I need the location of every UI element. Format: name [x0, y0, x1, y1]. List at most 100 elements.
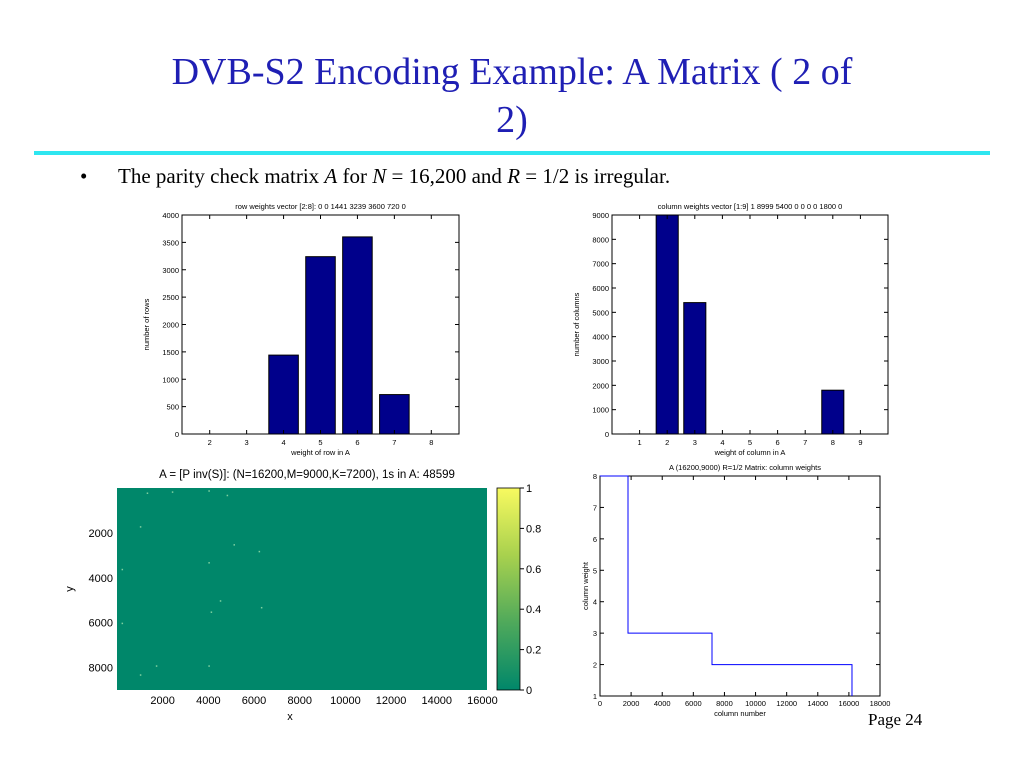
slide-title-line1: DVB-S2 Encoding Example: A Matrix ( 2 of — [171, 51, 853, 93]
colorbar-tick-label: 0.6 — [526, 564, 541, 576]
chart-title: A (16200,9000) R=1/2 Matrix: column weig… — [669, 463, 821, 472]
x-tick-label: 4 — [281, 438, 285, 447]
matrix-nonzero-point — [208, 562, 210, 564]
y-tick-label: 500 — [166, 403, 179, 412]
x-tick-label: 0 — [598, 699, 602, 708]
chart-title: A = [P inv(S)]: (N=16200,M=9000,K=7200),… — [159, 469, 455, 481]
matrix-nonzero-point — [146, 492, 149, 494]
bullet-dot: • — [80, 164, 88, 188]
y-tick-label: 2500 — [162, 293, 179, 302]
matrix-nonzero-point — [226, 494, 229, 497]
x-axis-label: weight of row in A — [290, 448, 350, 457]
x-tick-label: 5 — [318, 438, 322, 447]
matrix-nonzero-point — [260, 606, 263, 609]
bullet-var-r: R — [507, 164, 521, 188]
chart-title: row weights vector [2:8]: 0 0 1441 3239 … — [235, 202, 406, 211]
y-tick-label: 1500 — [162, 348, 179, 357]
x-tick-label: 2000 — [150, 695, 174, 707]
x-tick-label: 6 — [355, 438, 359, 447]
y-axis-label: column weight — [581, 561, 590, 610]
matrix-nonzero-point — [171, 491, 174, 493]
y-tick-label: 4000 — [592, 333, 609, 342]
x-tick-label: 6000 — [242, 695, 266, 707]
y-axis-label: y — [64, 586, 76, 592]
x-tick-label: 4 — [720, 438, 724, 447]
matrix-nonzero-point — [139, 674, 142, 676]
colorbar-tick-label: 0.8 — [526, 523, 541, 535]
y-tick-label: 4000 — [89, 573, 113, 585]
bar — [655, 214, 679, 435]
y-tick-label: 7 — [593, 503, 597, 512]
x-tick-label: 12000 — [776, 699, 797, 708]
y-axis-label: number of rows — [142, 298, 151, 350]
y-tick-label: 9000 — [592, 211, 609, 220]
x-axis-label: weight of column in A — [714, 448, 786, 457]
x-tick-label: 8000 — [287, 695, 311, 707]
bar — [305, 256, 336, 435]
x-tick-label: 14000 — [807, 699, 828, 708]
x-tick-label: 16000 — [467, 695, 498, 707]
y-tick-label: 3000 — [162, 266, 179, 275]
y-tick-label: 1000 — [162, 375, 179, 384]
slide-title: DVB-S2 Encoding Example: A Matrix ( 2 of… — [60, 48, 964, 144]
y-tick-label: 4 — [593, 598, 597, 607]
matrix-nonzero-point — [208, 665, 210, 667]
y-tick-label: 8000 — [89, 663, 113, 675]
x-axis-label: x — [287, 711, 293, 723]
x-tick-label: 1 — [638, 438, 642, 447]
bullet-part: The parity check matrix — [118, 164, 325, 188]
y-tick-label: 6000 — [89, 618, 113, 630]
y-tick-label: 7000 — [592, 260, 609, 269]
bar — [683, 302, 707, 435]
x-tick-label: 3 — [245, 438, 249, 447]
x-tick-label: 4000 — [654, 699, 671, 708]
matrix-nonzero-point — [155, 665, 158, 667]
y-tick-label: 5000 — [592, 308, 609, 317]
y-tick-label: 6 — [593, 535, 597, 544]
colorbar-tick-label: 1 — [526, 483, 532, 495]
x-tick-label: 6000 — [685, 699, 702, 708]
y-tick-label: 4000 — [162, 211, 179, 220]
y-tick-label: 6000 — [592, 284, 609, 293]
y-tick-label: 8000 — [592, 235, 609, 244]
x-axis-label: column number — [714, 709, 766, 718]
matrix-image — [117, 488, 487, 690]
matrix-nonzero-point — [121, 568, 124, 571]
colorbar — [496, 487, 521, 691]
bar — [342, 236, 373, 435]
matrix-nonzero-point — [219, 600, 222, 602]
x-tick-label: 8 — [831, 438, 835, 447]
matrix-nonzero-point — [121, 622, 124, 625]
bar — [821, 389, 845, 435]
chart-title: column weights vector [1:9] 1 8999 5400 … — [658, 202, 843, 211]
bullet-var-n: N — [372, 164, 387, 188]
x-tick-label: 4000 — [196, 695, 220, 707]
y-tick-label: 3000 — [592, 357, 609, 366]
colorbar-tick-label: 0 — [526, 685, 532, 697]
x-tick-label: 18000 — [870, 699, 891, 708]
y-tick-label: 2000 — [89, 528, 113, 540]
x-tick-label: 8 — [429, 438, 433, 447]
x-tick-label: 14000 — [421, 695, 452, 707]
bar — [379, 394, 410, 435]
x-tick-label: 2 — [665, 438, 669, 447]
page-number: Page 24 — [868, 710, 923, 729]
x-tick-label: 8000 — [716, 699, 733, 708]
y-axis-label: number of columns — [572, 292, 581, 356]
plot-frame-2 — [611, 214, 889, 435]
x-tick-label: 10000 — [745, 699, 766, 708]
y-tick-label: 0 — [605, 430, 609, 439]
x-tick-label: 9 — [858, 438, 862, 447]
x-tick-label: 16000 — [838, 699, 859, 708]
y-tick-label: 5 — [593, 566, 597, 575]
x-tick-label: 5 — [748, 438, 752, 447]
y-tick-label: 1000 — [592, 406, 609, 415]
y-tick-label: 2000 — [592, 381, 609, 390]
bullet-part: = 16,200 and — [386, 164, 508, 188]
y-tick-label: 0 — [175, 430, 179, 439]
colorbar-tick-label: 0.4 — [526, 604, 541, 616]
bullet-part: = 1/2 is irregular. — [520, 164, 671, 188]
x-tick-label: 7 — [392, 438, 396, 447]
y-tick-label: 1 — [593, 692, 597, 701]
